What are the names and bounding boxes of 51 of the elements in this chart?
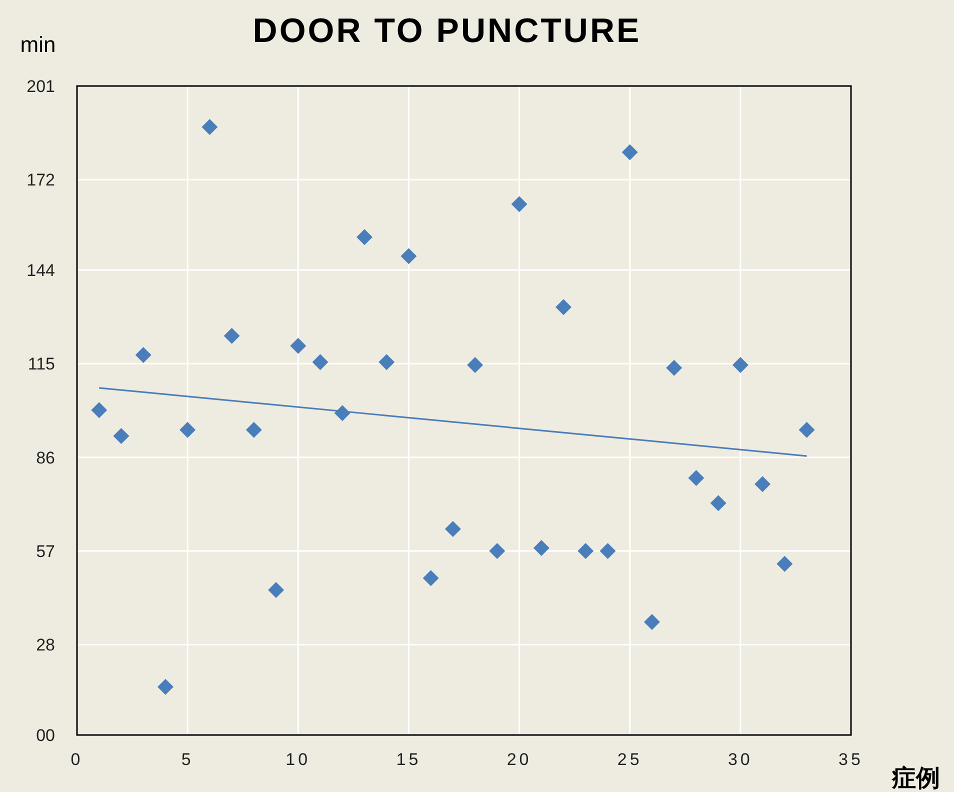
point bbox=[754, 476, 771, 492]
point bbox=[202, 119, 218, 136]
y-tick-label: 00 bbox=[36, 726, 55, 745]
point bbox=[400, 248, 417, 264]
point bbox=[268, 582, 284, 598]
point bbox=[489, 542, 506, 559]
point bbox=[356, 229, 372, 246]
point bbox=[688, 470, 704, 486]
x-tick-label: 5 bbox=[181, 750, 194, 769]
chart-title: DOOR TO PUNCTURE bbox=[252, 12, 642, 50]
y-tick-label: 57 bbox=[36, 542, 55, 561]
y-tick-label: 201 bbox=[26, 77, 55, 96]
y-tick-label: 28 bbox=[36, 636, 55, 655]
point bbox=[710, 495, 726, 512]
point bbox=[246, 422, 262, 438]
x-tick-label: 15 bbox=[396, 750, 422, 769]
y-tick-label: 172 bbox=[26, 170, 55, 190]
y-tick-label: 115 bbox=[28, 354, 55, 374]
point bbox=[732, 356, 748, 373]
point bbox=[533, 540, 550, 556]
x-tick-label: 0 bbox=[70, 750, 84, 769]
point bbox=[666, 360, 682, 376]
x-axis-title: 症例 bbox=[891, 765, 940, 792]
x-tick-label: 25 bbox=[617, 750, 642, 769]
point bbox=[312, 354, 328, 370]
point bbox=[290, 338, 306, 354]
point bbox=[180, 422, 196, 438]
point bbox=[135, 346, 152, 363]
point bbox=[578, 542, 594, 559]
x-tick-label: 20 bbox=[506, 750, 532, 769]
y-axis-title: min bbox=[20, 32, 56, 57]
point bbox=[776, 556, 793, 572]
point bbox=[224, 328, 240, 344]
point bbox=[600, 542, 616, 559]
point bbox=[444, 521, 461, 537]
point bbox=[644, 614, 660, 630]
point bbox=[467, 356, 484, 373]
x-tick-label: 35 bbox=[838, 750, 864, 769]
y-tick-label: 144 bbox=[26, 261, 55, 280]
point bbox=[422, 570, 439, 586]
point bbox=[113, 428, 130, 444]
x-tick-label: 10 bbox=[286, 750, 311, 769]
point bbox=[622, 144, 638, 160]
point bbox=[378, 354, 395, 370]
point bbox=[556, 299, 572, 316]
x-tick-label: 30 bbox=[728, 750, 753, 769]
point bbox=[91, 402, 108, 418]
y-tick-label: 86 bbox=[36, 448, 55, 468]
point bbox=[798, 422, 815, 438]
point bbox=[511, 196, 528, 212]
point bbox=[157, 678, 174, 695]
